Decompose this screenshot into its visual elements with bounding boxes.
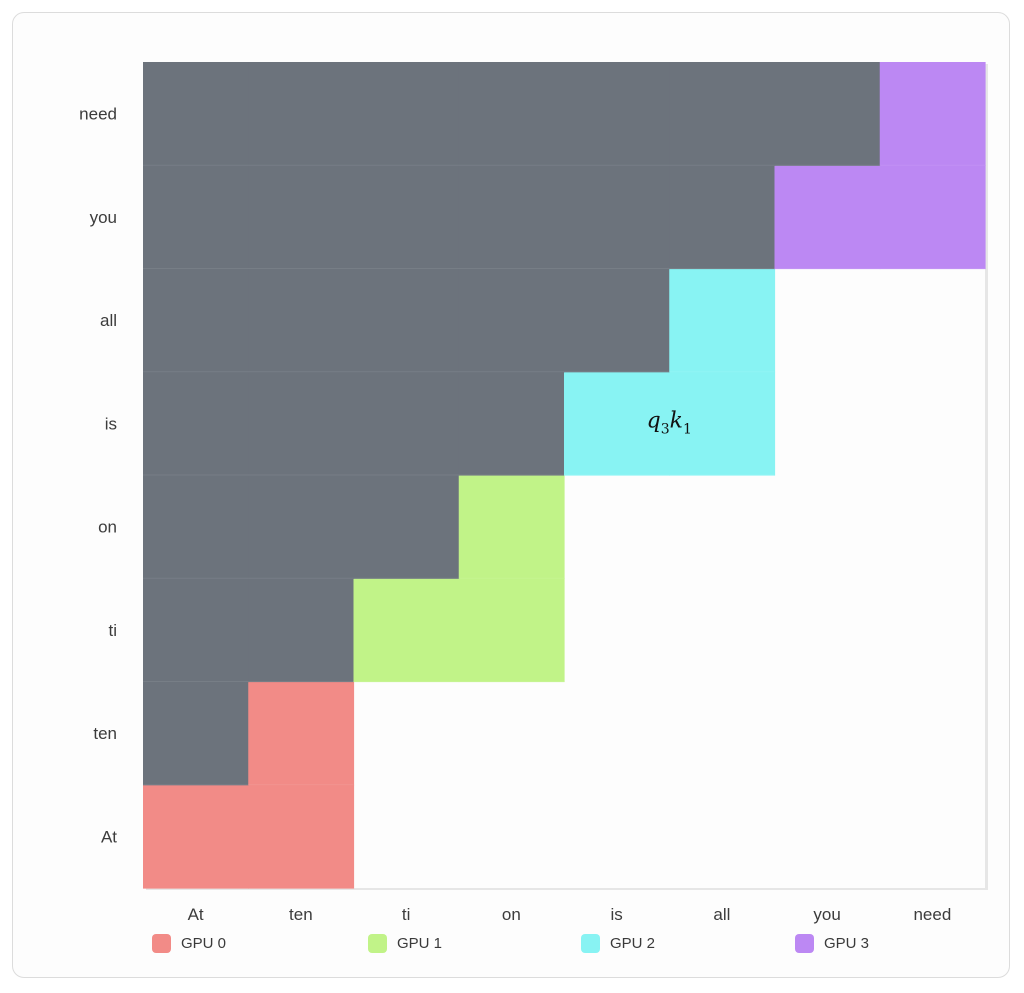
legend-label-gpu-2: GPU 2 bbox=[610, 934, 656, 952]
heatmap-cell-is-at bbox=[143, 371, 249, 476]
legend-label-gpu-3: GPU 3 bbox=[824, 934, 870, 952]
y-tick-label-at: At bbox=[101, 827, 117, 846]
y-tick-label-ti: ti bbox=[109, 621, 118, 640]
heatmap-cell-need-ti bbox=[353, 62, 460, 166]
heatmap-cell-need-you bbox=[774, 62, 881, 166]
x-tick-label-all: all bbox=[713, 905, 730, 924]
heatmap-cell-all-ten bbox=[248, 268, 355, 373]
heatmap-cell-you-need bbox=[879, 165, 986, 270]
y-tick-label-ten: ten bbox=[93, 724, 117, 743]
y-tick-label-need: need bbox=[79, 105, 117, 124]
legend: GPU 0 GPU 1 GPU 2 GPU 3 bbox=[0, 930, 1024, 956]
heatmap-cell-need-at bbox=[143, 62, 249, 166]
legend-swatch-gpu-2 bbox=[581, 933, 600, 953]
annotation-k-subscript: 1 bbox=[683, 421, 692, 437]
heatmap-cell-you-you bbox=[774, 165, 881, 270]
heatmap-cell-at-ten bbox=[248, 784, 355, 889]
heatmap-cell-need-need bbox=[879, 62, 986, 166]
y-tick-label-on: on bbox=[98, 518, 117, 537]
heatmap-cell-all-at bbox=[143, 268, 249, 373]
heatmap-cell-you-ti bbox=[353, 165, 460, 270]
x-tick-label-need: need bbox=[913, 905, 951, 924]
heatmap-cell-is-on bbox=[458, 371, 565, 476]
legend-label-gpu-0: GPU 0 bbox=[181, 934, 227, 952]
heatmap-cell-ti-ten bbox=[248, 578, 355, 683]
cell-annotation: q3k1 bbox=[647, 408, 692, 437]
legend-item-gpu-1: GPU 1 bbox=[368, 930, 442, 956]
heatmap-cell-on-at bbox=[143, 475, 249, 579]
x-tick-label-is: is bbox=[610, 905, 622, 924]
legend-item-gpu-2: GPU 2 bbox=[581, 930, 655, 956]
y-axis-labels: need you all is on ti ten At bbox=[79, 105, 117, 847]
heatmap-cell-ti-at bbox=[143, 578, 249, 683]
heatmap-cell-you-ten bbox=[248, 165, 355, 270]
heatmap-cell-all-ti bbox=[353, 268, 460, 373]
heatmap-cell-ti-ti bbox=[353, 578, 460, 683]
x-axis-labels: At ten ti on is all you need bbox=[188, 905, 952, 924]
heatmap-cells bbox=[143, 62, 986, 889]
x-tick-label-you: you bbox=[813, 905, 840, 924]
heatmap-cell-is-all bbox=[669, 371, 776, 476]
y-tick-label-all: all bbox=[100, 311, 117, 330]
annotation-q-subscript: 3 bbox=[661, 421, 670, 437]
heatmap-cell-all-on bbox=[458, 268, 565, 373]
heatmap-cell-need-on bbox=[458, 62, 565, 166]
y-tick-label-is: is bbox=[105, 414, 117, 433]
heatmap-cell-is-ten bbox=[248, 371, 355, 476]
heatmap-cell-need-ten bbox=[248, 62, 355, 166]
heatmap-cell-is-ti bbox=[353, 371, 460, 476]
heatmap-cell-on-ten bbox=[248, 475, 355, 579]
heatmap-cell-you-at bbox=[143, 165, 249, 270]
annotation-k: k bbox=[670, 408, 683, 433]
x-tick-label-ti: ti bbox=[402, 905, 411, 924]
legend-swatch-gpu-3 bbox=[795, 933, 814, 953]
heatmap-cell-ten-at bbox=[143, 681, 249, 786]
legend-swatch-gpu-0 bbox=[152, 933, 171, 953]
heatmap-cell-on-ti bbox=[353, 475, 460, 579]
heatmap-cell-ti-on bbox=[458, 578, 565, 683]
heatmap-cell-you-on bbox=[458, 165, 565, 270]
heatmap-cell-is-is bbox=[564, 371, 670, 476]
heatmap-cell-all-all bbox=[669, 268, 776, 373]
heatmap-cell-you-is bbox=[564, 165, 670, 270]
x-tick-label-at: At bbox=[188, 905, 204, 924]
heatmap-cell-ten-ten bbox=[248, 681, 355, 786]
legend-item-gpu-0: GPU 0 bbox=[152, 930, 226, 956]
heatmap-cell-need-is bbox=[564, 62, 670, 166]
x-tick-label-ten: ten bbox=[289, 905, 313, 924]
heatmap-cell-at-at bbox=[143, 784, 249, 889]
annotation-q: q bbox=[647, 408, 661, 433]
heatmap-cell-all-is bbox=[564, 268, 670, 373]
legend-swatch-gpu-1 bbox=[368, 933, 387, 953]
heatmap-cell-need-all bbox=[669, 62, 776, 166]
legend-label-gpu-1: GPU 1 bbox=[397, 934, 443, 952]
y-tick-label-you: you bbox=[90, 208, 117, 227]
x-tick-label-on: on bbox=[502, 905, 521, 924]
legend-item-gpu-3: GPU 3 bbox=[795, 930, 869, 956]
heatmap-cell-on-on bbox=[458, 475, 565, 579]
heatmap-cell-you-all bbox=[669, 165, 776, 270]
